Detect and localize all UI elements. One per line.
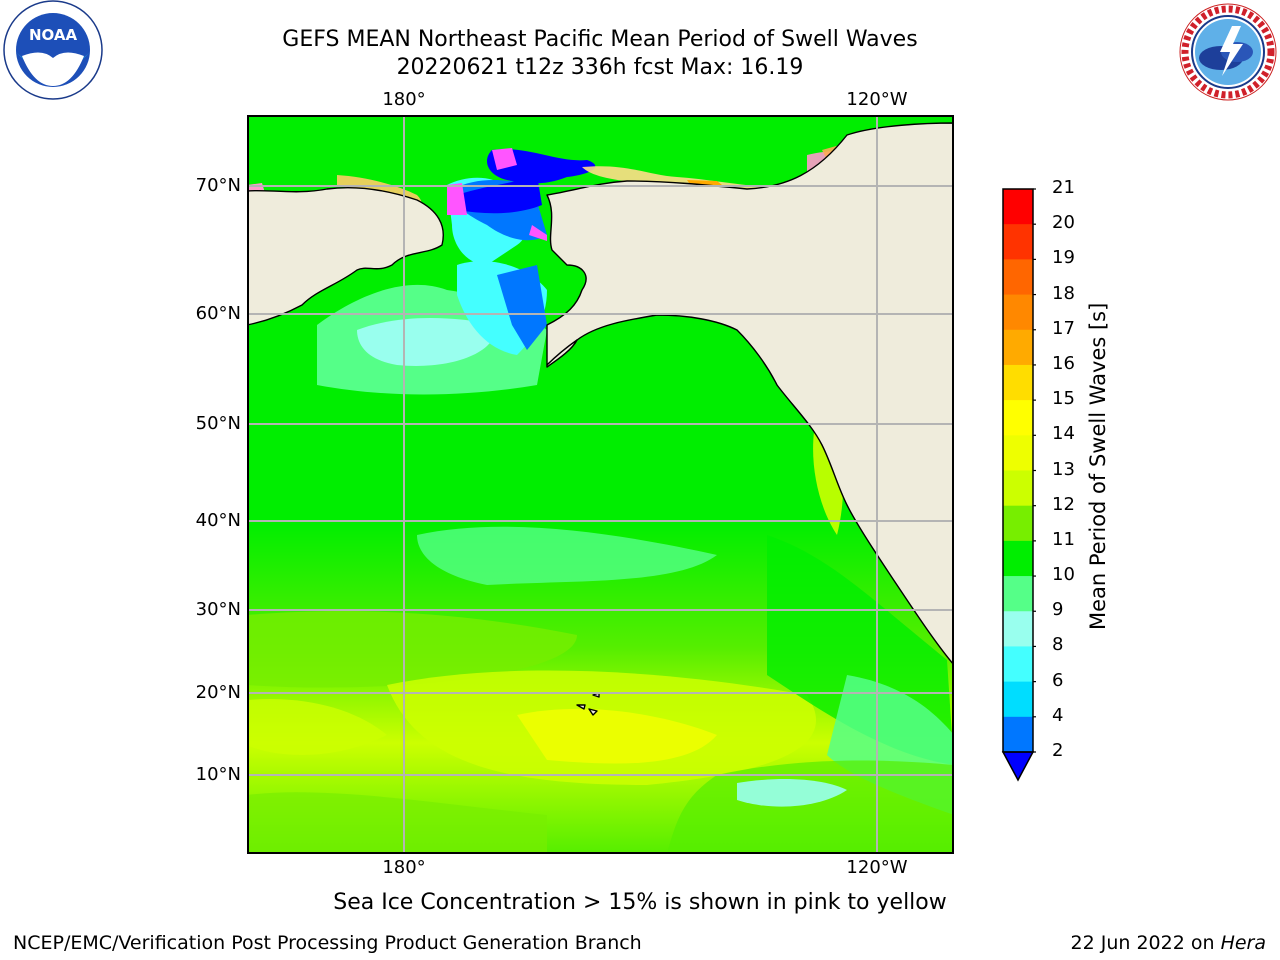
map-frame [247, 115, 954, 854]
lat-label-30n: 30°N [195, 599, 241, 620]
lat-label-60n: 60°N [195, 303, 241, 324]
land-masses [247, 122, 954, 716]
lat-label-40n: 40°N [195, 510, 241, 531]
colorbar-tick-marks [1033, 188, 1036, 753]
nws-logo [1179, 3, 1277, 101]
colorbar-swatches [1003, 189, 1033, 753]
colorbar-tick-label: 12 [1052, 493, 1075, 515]
colorbar-swatch-8 [1003, 470, 1033, 507]
sea-ice-note: Sea Ice Concentration > 15% is shown in … [333, 890, 947, 915]
noaa-logo-text: NOAA [29, 26, 78, 44]
footer-date: 22 Jun 2022 on Hera [1071, 932, 1266, 954]
colorbar-swatch-4 [1003, 329, 1033, 366]
colorbar-swatch-9 [1003, 505, 1033, 542]
lat-label-70n: 70°N [195, 175, 241, 196]
noaa-logo: NOAA [3, 0, 103, 100]
footer-date-text: 22 Jun 2022 on [1070, 932, 1221, 954]
bering-sea-field [317, 261, 547, 395]
lon-label-bottom-120w: 120°W [846, 857, 908, 878]
colorbar-swatch-14 [1003, 681, 1033, 718]
lat-label-20n: 20°N [195, 682, 241, 703]
colorbar-extend-triangle [1001, 751, 1035, 782]
graticule [247, 115, 954, 854]
colorbar-tick-label: 2 [1052, 740, 1064, 761]
lat-label-10n: 10°N [195, 764, 241, 785]
lon-label-top-120w: 120°W [846, 89, 908, 110]
colorbar-tick-label: 6 [1052, 669, 1064, 691]
colorbar-tick-label: 18 [1052, 282, 1075, 304]
siberia-land [247, 186, 444, 326]
chart-subtitle: 20220621 t12z 336h fcst Max: 16.19 [396, 55, 804, 80]
colorbar-tick-label: 14 [1052, 423, 1075, 445]
colorbar-label: Mean Period of Swell Waves [s] [1086, 302, 1110, 630]
colorbar-tick-label: 19 [1052, 247, 1075, 269]
colorbar-swatch-11 [1003, 576, 1033, 612]
colorbar-tick-label: 9 [1052, 599, 1064, 621]
lat-label-50n: 50°N [195, 413, 241, 434]
colorbar-swatch-0 [1003, 189, 1033, 225]
colorbar-tick-label: 13 [1052, 458, 1075, 480]
colorbar-tick-label: 4 [1052, 704, 1064, 726]
swell-period-map [247, 115, 954, 854]
colorbar-swatch-15 [1003, 716, 1033, 753]
north-america-land [546, 122, 954, 666]
hawaii-island-2 [588, 708, 598, 716]
colorbar-tick-label: 8 [1052, 634, 1064, 656]
colorbar-swatch-13 [1003, 646, 1033, 683]
colorbar-swatch-2 [1003, 259, 1033, 296]
colorbar-tick-label: 15 [1052, 388, 1075, 410]
hawaii-island-1 [576, 704, 586, 710]
chart-title: GEFS MEAN Northeast Pacific Mean Period … [282, 27, 918, 52]
colorbar-swatch-5 [1003, 364, 1033, 401]
lon-label-bottom-180: 180° [382, 857, 426, 878]
footer-host: Hera [1220, 932, 1266, 954]
lon-label-top-180: 180° [382, 89, 426, 110]
colorbar-swatch-12 [1003, 611, 1033, 647]
colorbar [1001, 188, 1036, 782]
colorbar-swatch-1 [1003, 224, 1033, 260]
footer-branch: NCEP/EMC/Verification Post Processing Pr… [13, 932, 642, 954]
colorbar-tick-label: 10 [1052, 564, 1075, 586]
colorbar-tick-label: 11 [1052, 528, 1075, 550]
colorbar-tick-label: 21 [1052, 177, 1075, 198]
colorbar-swatch-10 [1003, 540, 1033, 577]
colorbar-swatch-6 [1003, 400, 1033, 436]
colorbar-swatch-7 [1003, 435, 1033, 471]
alaska-peninsula [546, 339, 578, 368]
colorbar-swatch-3 [1003, 294, 1033, 331]
colorbar-tick-label: 16 [1052, 352, 1075, 374]
colorbar-tick-label: 20 [1052, 212, 1075, 234]
colorbar-tick-label: 17 [1052, 317, 1075, 339]
